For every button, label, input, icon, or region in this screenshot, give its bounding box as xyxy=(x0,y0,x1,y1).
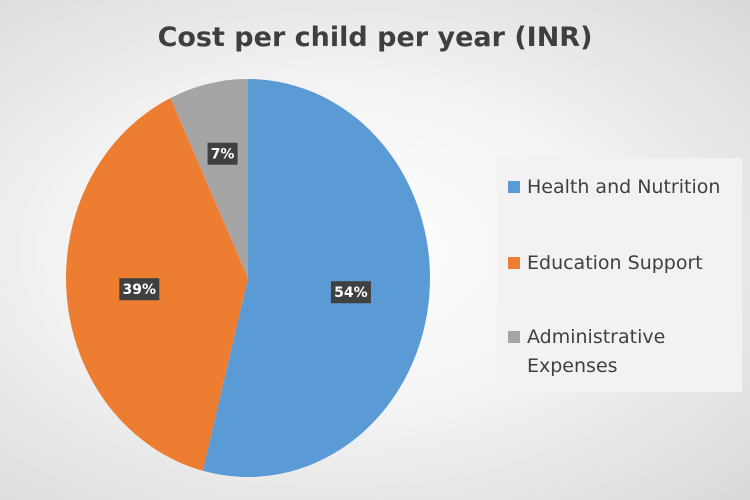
pie-slice-health-and-nutrition xyxy=(202,79,430,477)
legend-label: Administrative Expenses xyxy=(527,326,666,377)
data-label-box xyxy=(330,281,371,304)
legend-swatch xyxy=(508,257,520,269)
data-label-2: 39% xyxy=(119,278,160,301)
legend-item-education-support: Education Support xyxy=(508,249,703,278)
data-label-box xyxy=(119,278,160,301)
legend-label: Health and Nutrition xyxy=(527,176,721,198)
pie-slice-administrative-expenses xyxy=(170,79,248,278)
data-label-box xyxy=(207,142,238,165)
legend-swatch xyxy=(508,181,520,193)
data-label-text: 7% xyxy=(211,147,235,163)
data-label-1: 54% xyxy=(330,281,371,304)
data-label-3: 7% xyxy=(207,142,238,165)
legend: Health and Nutrition Education Support A… xyxy=(497,158,742,392)
legend-swatch xyxy=(508,331,520,343)
data-label-text: 54% xyxy=(334,285,368,301)
chart-title: Cost per child per year (INR) xyxy=(157,22,593,53)
data-label-text: 39% xyxy=(123,282,157,298)
legend-label: Education Support xyxy=(527,252,703,274)
legend-item-health-and-nutrition: Health and Nutrition xyxy=(508,173,720,202)
legend-item-administrative-expenses: Administrative Expenses xyxy=(508,323,697,381)
